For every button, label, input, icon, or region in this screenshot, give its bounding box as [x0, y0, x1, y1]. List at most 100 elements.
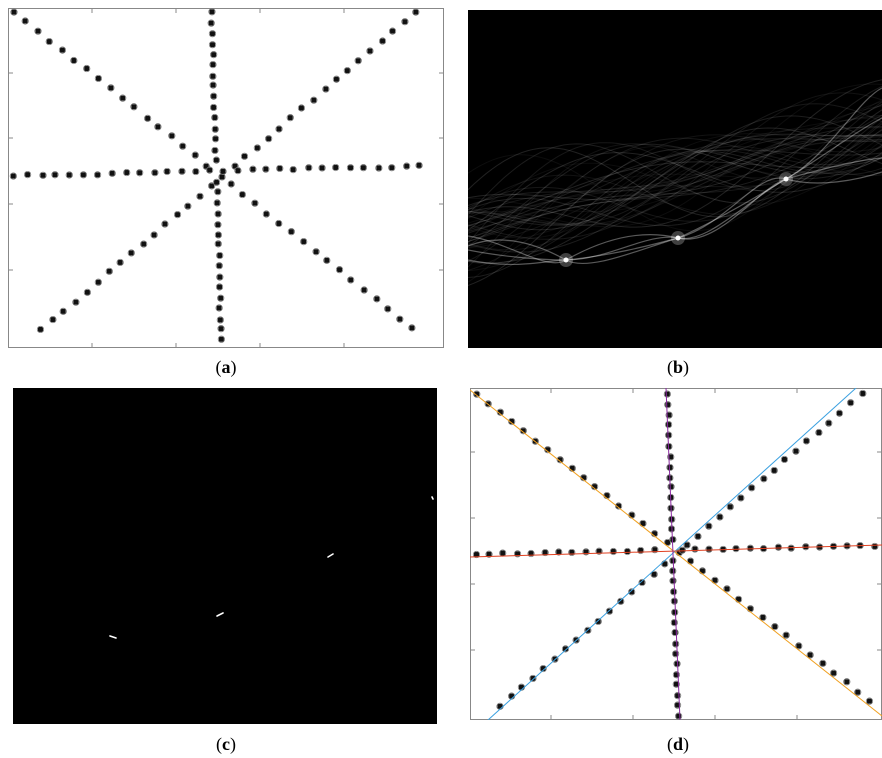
data-point-halo: [21, 17, 29, 25]
data-point: [831, 670, 837, 676]
panel-c-peaks: [13, 388, 437, 724]
data-point: [355, 58, 361, 64]
data-point: [497, 703, 503, 709]
data-point: [747, 545, 753, 551]
data-point-halo: [671, 628, 679, 637]
data-point: [348, 165, 354, 171]
threshold-background: [13, 388, 437, 724]
peak-mark: [109, 635, 117, 639]
data-point: [212, 126, 218, 132]
data-point: [106, 268, 112, 274]
data-point-halo: [275, 125, 283, 133]
data-point: [855, 689, 861, 695]
data-point: [497, 409, 503, 415]
data-point-halo: [214, 231, 222, 239]
data-point: [664, 391, 670, 397]
data-point-halo: [108, 169, 116, 177]
data-point-halo: [541, 548, 549, 557]
data-point: [652, 531, 658, 537]
data-point: [542, 550, 548, 556]
data-point: [164, 168, 170, 174]
data-point: [793, 448, 799, 454]
data-point-halo: [208, 30, 217, 38]
data-point: [616, 503, 622, 509]
data-point: [290, 167, 296, 173]
peak-mark: [431, 496, 434, 500]
data-point-halo: [305, 164, 313, 172]
data-point-halo: [667, 483, 675, 491]
data-point: [569, 465, 575, 471]
data-point: [606, 608, 612, 614]
data-point-halo: [275, 219, 283, 228]
data-point-halo: [116, 258, 124, 267]
data-point-halo: [664, 401, 672, 409]
data-point-halo: [210, 92, 218, 100]
data-point: [151, 232, 157, 238]
data-point: [695, 533, 701, 539]
data-point-halo: [555, 548, 563, 556]
data-point: [218, 336, 224, 342]
data-point: [215, 211, 221, 217]
data-point: [192, 152, 198, 158]
data-point-halo: [154, 123, 162, 131]
data-point: [761, 476, 767, 482]
data-point-halo: [623, 547, 631, 556]
data-point-halo: [36, 325, 45, 334]
data-point-halo: [473, 390, 481, 398]
data-point-halo: [93, 171, 102, 179]
data-point: [185, 203, 191, 209]
data-point: [866, 698, 872, 704]
data-point-halo: [211, 125, 219, 133]
data-point-halo: [105, 267, 113, 275]
data-point-halo: [39, 171, 47, 179]
data-point-halo: [375, 164, 383, 172]
data-point: [860, 390, 866, 396]
data-point-halo: [208, 41, 217, 49]
data-point: [706, 523, 712, 529]
data-point: [820, 660, 826, 666]
data-point-halo: [58, 46, 67, 54]
data-point: [803, 438, 809, 444]
data-point-halo: [140, 240, 148, 248]
data-point: [203, 163, 209, 169]
data-point-halo: [782, 631, 790, 639]
data-point-halo: [484, 400, 492, 408]
data-point: [676, 713, 682, 719]
data-point: [137, 170, 143, 176]
data-point-halo: [672, 640, 680, 648]
accumulator-peak: [563, 257, 569, 263]
data-point-halo: [59, 307, 67, 315]
data-point: [629, 589, 635, 595]
data-point-halo: [262, 165, 270, 173]
panel-a: [8, 8, 444, 348]
data-point-halo: [161, 220, 169, 228]
data-point: [638, 547, 644, 553]
data-point: [667, 464, 673, 470]
data-point-halo: [238, 190, 246, 199]
data-point: [214, 179, 220, 185]
data-point: [639, 580, 645, 586]
data-point-halo: [705, 545, 713, 553]
data-point: [95, 75, 101, 81]
data-point: [276, 126, 282, 132]
data-point-halo: [215, 283, 224, 291]
data-point: [367, 48, 373, 54]
data-point-halo: [217, 325, 225, 333]
peak-mark: [216, 612, 224, 617]
data-point: [10, 173, 16, 179]
data-point-halo: [192, 167, 200, 176]
data-point: [212, 115, 218, 121]
data-point: [228, 181, 234, 187]
data-point-halo: [669, 567, 677, 575]
data-point-halo: [669, 577, 677, 585]
fitted-line-red: [470, 544, 882, 558]
data-point-halo: [216, 251, 224, 260]
data-point: [73, 299, 79, 305]
data-point: [673, 641, 679, 647]
data-point: [288, 229, 294, 235]
data-point-halo: [671, 608, 679, 616]
data-point: [675, 693, 681, 699]
data-point: [211, 52, 217, 58]
data-point-halo: [396, 315, 404, 323]
data-point-halo: [151, 169, 159, 177]
